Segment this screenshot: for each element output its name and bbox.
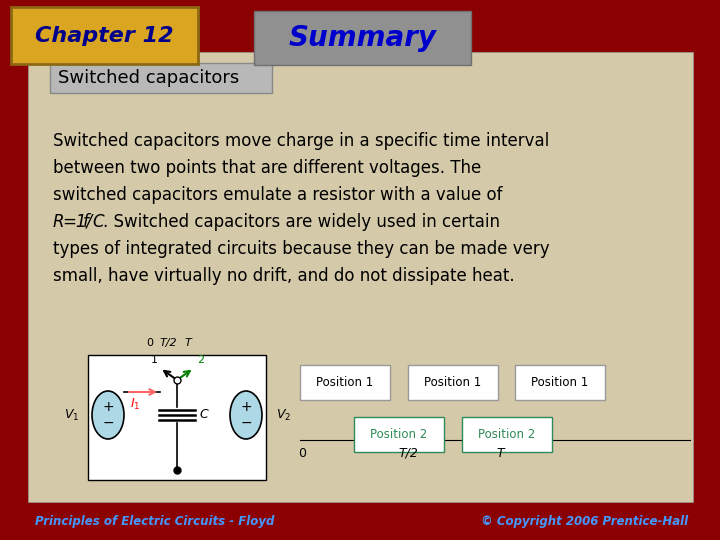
Text: C: C xyxy=(92,213,104,231)
Bar xyxy=(462,417,552,452)
Text: −: − xyxy=(102,416,114,430)
Text: =1/: =1/ xyxy=(62,213,92,231)
Bar xyxy=(88,355,266,480)
Text: small, have virtually no drift, and do not dissipate heat.: small, have virtually no drift, and do n… xyxy=(53,267,515,285)
Text: 2: 2 xyxy=(197,355,204,365)
Bar xyxy=(354,417,444,452)
Text: T: T xyxy=(184,338,192,348)
Text: −: − xyxy=(240,416,252,430)
Text: Position 1: Position 1 xyxy=(424,376,482,389)
Text: T: T xyxy=(496,447,504,460)
Text: Chapter 12: Chapter 12 xyxy=(35,25,174,45)
Text: +: + xyxy=(102,400,114,414)
Text: Position 1: Position 1 xyxy=(316,376,374,389)
Text: $V_1$: $V_1$ xyxy=(64,408,80,422)
Text: switched capacitors emulate a resistor with a value of: switched capacitors emulate a resistor w… xyxy=(53,186,503,204)
Text: $C$: $C$ xyxy=(199,408,210,422)
Text: Summary: Summary xyxy=(289,24,436,52)
Text: 1: 1 xyxy=(151,355,158,365)
Text: Position 2: Position 2 xyxy=(370,428,428,441)
Text: $I_1$: $I_1$ xyxy=(130,397,140,412)
Bar xyxy=(515,365,605,400)
FancyBboxPatch shape xyxy=(11,7,198,64)
Text: Position 2: Position 2 xyxy=(478,428,536,441)
Text: 0: 0 xyxy=(298,447,306,460)
Text: Position 1: Position 1 xyxy=(531,376,589,389)
FancyBboxPatch shape xyxy=(254,11,471,65)
Text: © Copyright 2006 Prentice-Hall: © Copyright 2006 Prentice-Hall xyxy=(481,515,688,528)
Text: +: + xyxy=(240,400,252,414)
Text: Switched capacitors move charge in a specific time interval: Switched capacitors move charge in a spe… xyxy=(53,132,549,150)
Bar xyxy=(50,63,272,93)
Text: Principles of Electric Circuits - Floyd: Principles of Electric Circuits - Floyd xyxy=(35,515,274,528)
Bar xyxy=(300,365,390,400)
Ellipse shape xyxy=(230,391,262,439)
Text: Switched capacitors: Switched capacitors xyxy=(58,69,239,87)
Text: $V_2$: $V_2$ xyxy=(276,408,292,422)
Text: T/2: T/2 xyxy=(398,447,418,460)
Text: R: R xyxy=(53,213,65,231)
Text: T/2: T/2 xyxy=(159,338,177,348)
Text: f: f xyxy=(83,213,89,231)
Text: 0: 0 xyxy=(146,338,153,348)
Text: between two points that are different voltages. The: between two points that are different vo… xyxy=(53,159,481,177)
Bar xyxy=(408,365,498,400)
Ellipse shape xyxy=(92,391,124,439)
Text: . Switched capacitors are widely used in certain: . Switched capacitors are widely used in… xyxy=(103,213,500,231)
Bar xyxy=(28,52,693,502)
Text: types of integrated circuits because they can be made very: types of integrated circuits because the… xyxy=(53,240,549,258)
